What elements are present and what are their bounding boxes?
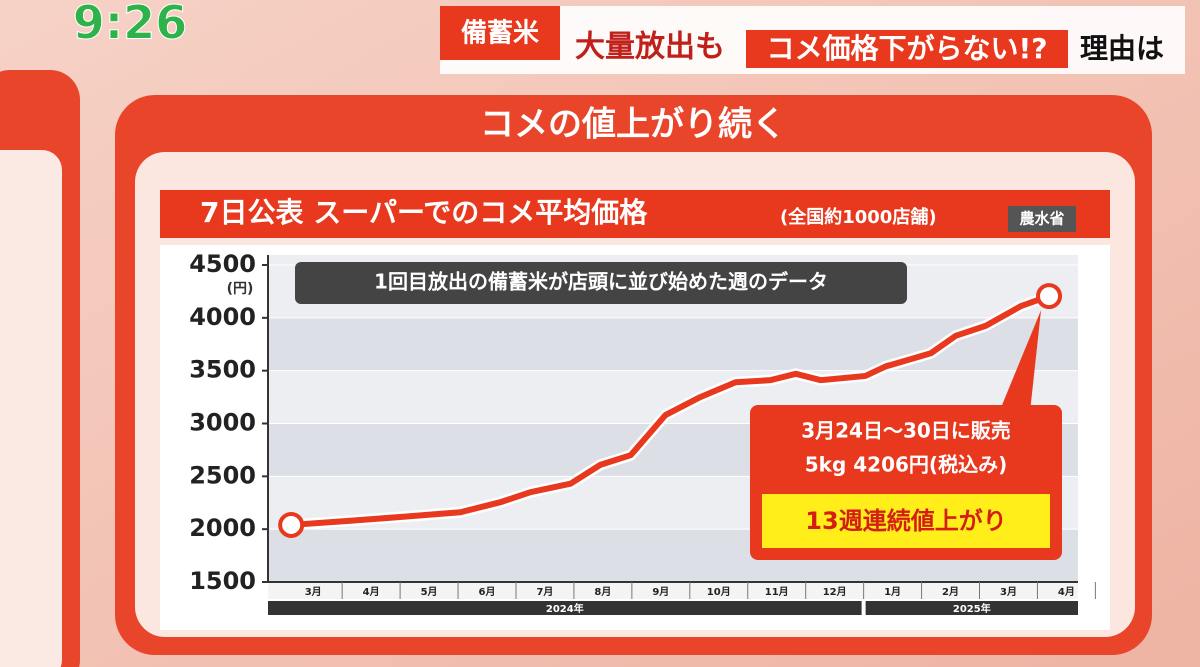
highlight-box bbox=[762, 494, 1050, 548]
annotation-box bbox=[295, 262, 907, 304]
headline-box bbox=[746, 30, 1068, 68]
x-tick-label: 1月 bbox=[884, 586, 901, 598]
end-marker bbox=[1036, 283, 1063, 310]
end-marker bbox=[278, 511, 305, 538]
annotation: 1回目放出の備蓄米が店頭に並び始めた週のデータ bbox=[374, 270, 828, 294]
x-tick-label: 3月 bbox=[305, 586, 322, 598]
chart-subtitle: (全国約1000店舗) bbox=[780, 206, 937, 228]
y-tick-label: 2500 bbox=[189, 461, 256, 489]
y-tick-label: 3500 bbox=[189, 356, 256, 384]
panel-title: コメの値上がり続く bbox=[480, 105, 786, 145]
headline: 理由は bbox=[1080, 32, 1164, 65]
x-tick-label: 3月 bbox=[1000, 586, 1017, 598]
year-label: 2024年 bbox=[546, 602, 584, 615]
x-tick-label: 4月 bbox=[1058, 586, 1075, 598]
y-tick-label: 4000 bbox=[189, 303, 256, 331]
highlight: 13週連続値上がり bbox=[805, 507, 1006, 535]
x-tick-label: 2月 bbox=[942, 586, 959, 598]
overlay bbox=[278, 283, 1063, 538]
y-tick-label: 4500 bbox=[189, 250, 256, 278]
price-line bbox=[290, 293, 1051, 528]
year-label: 2025年 bbox=[953, 602, 991, 615]
month-row bbox=[268, 583, 1078, 599]
source-box bbox=[1008, 206, 1076, 232]
callout-pointer bbox=[1000, 310, 1042, 412]
x-tick-label: 8月 bbox=[594, 586, 611, 598]
x-tick-label: 6月 bbox=[479, 586, 496, 598]
grid-band bbox=[268, 317, 1078, 371]
tag-box bbox=[440, 6, 560, 60]
source: 農水省 bbox=[1019, 210, 1064, 228]
x-tick-label: 10月 bbox=[707, 586, 731, 598]
tag: 備蓄米 bbox=[461, 18, 539, 49]
y-tick-label: 2000 bbox=[189, 514, 256, 542]
callout-line: 5kg 4206円(税込み) bbox=[805, 453, 1007, 477]
clock: 9:26 bbox=[73, 0, 187, 50]
y-tick-label: 3000 bbox=[189, 409, 256, 437]
headline: 大量放出も bbox=[575, 30, 725, 65]
headline: コメ価格下がらない!? bbox=[766, 32, 1047, 65]
y-unit: (円) bbox=[227, 281, 254, 297]
x-tick-label: 5月 bbox=[421, 586, 438, 598]
x-tick-label: 11月 bbox=[765, 586, 789, 598]
left-panel-inner bbox=[0, 150, 62, 667]
x-tick-label: 7月 bbox=[536, 586, 553, 598]
year-bar bbox=[268, 601, 862, 615]
x-tick-label: 9月 bbox=[652, 586, 669, 598]
callout-line: 3月24日～30日に販売 bbox=[801, 419, 1011, 443]
x-tick-label: 4月 bbox=[363, 586, 380, 598]
y-tick-label: 1500 bbox=[189, 567, 256, 595]
chart-title-bar bbox=[160, 190, 1110, 238]
year-bar bbox=[865, 601, 1078, 615]
chart-title: 7日公表 スーパーでのコメ平均価格 bbox=[200, 196, 648, 229]
x-tick-label: 12月 bbox=[823, 586, 847, 598]
